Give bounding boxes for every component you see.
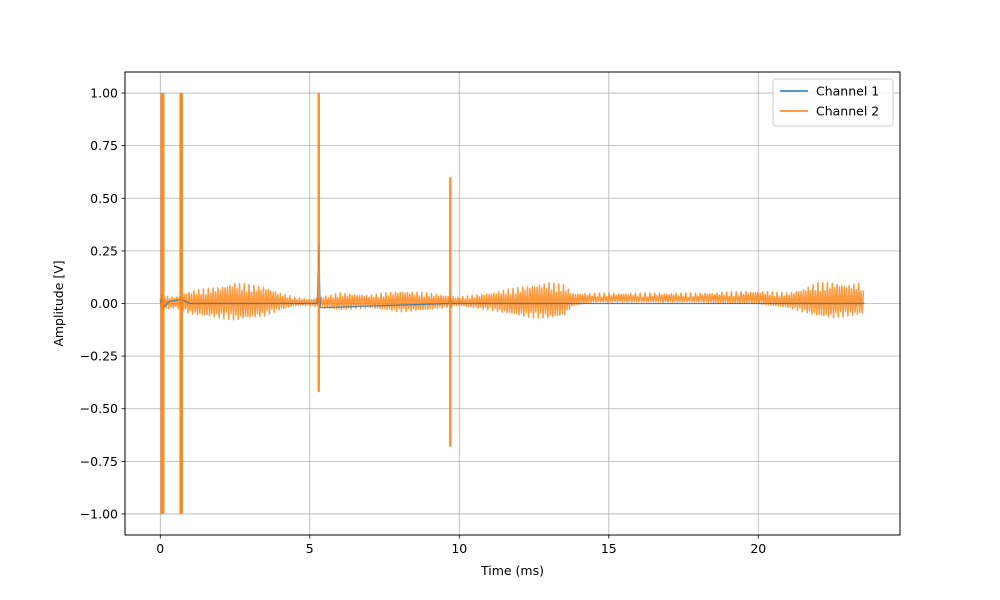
x-tick-label: 10 xyxy=(451,541,467,556)
y-tick-label: −1.00 xyxy=(80,506,118,521)
x-tick-label: 0 xyxy=(156,541,164,556)
y-tick-label: 1.00 xyxy=(90,86,118,101)
y-tick-label: 0.25 xyxy=(90,243,118,258)
x-tick-label: 20 xyxy=(750,541,766,556)
x-axis-label: Time (ms) xyxy=(480,563,544,578)
y-tick-label: −0.25 xyxy=(80,349,118,364)
legend: Channel 1 Channel 2 xyxy=(772,78,894,127)
y-tick-label: 0.50 xyxy=(90,191,118,206)
x-tick-label: 15 xyxy=(601,541,617,556)
y-tick-label: −0.75 xyxy=(80,454,118,469)
y-tick-label: 0.75 xyxy=(90,138,118,153)
series-layer xyxy=(159,93,865,514)
y-tick-label: −0.50 xyxy=(80,401,118,416)
y-tick-label: 0.00 xyxy=(90,296,118,311)
grid xyxy=(125,72,900,535)
legend-label-channel-2: Channel 2 xyxy=(816,104,879,119)
legend-label-channel-1: Channel 1 xyxy=(816,84,879,99)
ticks: 0 5 10 15 20 1.00 0.75 0.50 0.25 0.00 −0.25 −0.50 −0… xyxy=(80,86,767,556)
x-tick-label: 5 xyxy=(306,541,314,556)
series-channel-2-trace xyxy=(159,281,865,321)
y-axis-label: Amplitude [V] xyxy=(51,260,66,346)
